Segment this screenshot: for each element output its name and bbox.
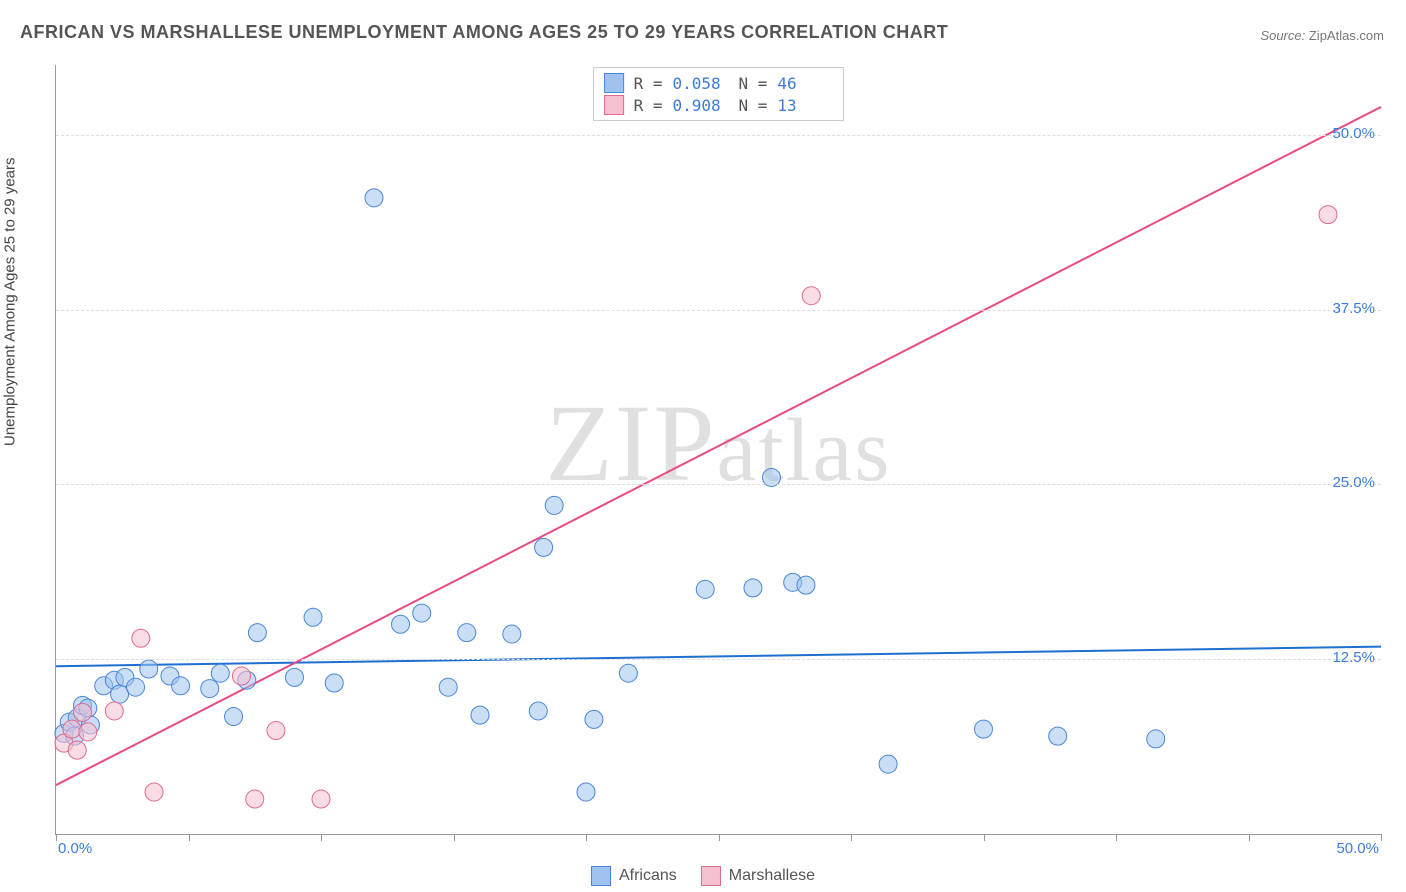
gridline bbox=[56, 310, 1381, 311]
x-tick bbox=[586, 834, 587, 841]
x-tick-label: 50.0% bbox=[1336, 840, 1379, 857]
data-point bbox=[744, 579, 762, 597]
source-label: Source: bbox=[1260, 28, 1305, 43]
data-point bbox=[439, 678, 457, 696]
data-point bbox=[585, 710, 603, 728]
data-point bbox=[132, 629, 150, 647]
data-point bbox=[111, 685, 129, 703]
data-point bbox=[545, 496, 563, 514]
data-point bbox=[458, 624, 476, 642]
data-point bbox=[529, 702, 547, 720]
data-point bbox=[802, 287, 820, 305]
legend-swatch bbox=[591, 866, 611, 886]
data-point bbox=[797, 576, 815, 594]
gridline bbox=[56, 659, 1381, 660]
gridline bbox=[56, 484, 1381, 485]
data-point bbox=[68, 741, 86, 759]
data-point bbox=[172, 677, 190, 695]
y-tick-label: 37.5% bbox=[1332, 300, 1375, 317]
gridline bbox=[56, 135, 1381, 136]
series-legend: Africans Marshallese bbox=[591, 866, 815, 886]
data-point bbox=[63, 720, 81, 738]
scatter-svg bbox=[56, 65, 1381, 834]
data-point bbox=[577, 783, 595, 801]
x-tick bbox=[851, 834, 852, 841]
data-point bbox=[471, 706, 489, 724]
plot-area: ZIPatlas R = 0.058 N = 46 R = 0.908 N = … bbox=[55, 65, 1381, 835]
legend-swatch bbox=[701, 866, 721, 886]
data-point bbox=[696, 580, 714, 598]
trend-line bbox=[56, 647, 1381, 667]
data-point bbox=[325, 674, 343, 692]
data-point bbox=[304, 608, 322, 626]
x-tick-label: 0.0% bbox=[58, 840, 92, 857]
y-axis-label: Unemployment Among Ages 25 to 29 years bbox=[2, 157, 19, 446]
x-tick bbox=[321, 834, 322, 841]
data-point bbox=[225, 708, 243, 726]
data-point bbox=[79, 723, 97, 741]
legend-item: Africans bbox=[591, 866, 677, 886]
x-tick bbox=[189, 834, 190, 841]
legend-label: Marshallese bbox=[729, 867, 815, 885]
data-point bbox=[246, 790, 264, 808]
data-point bbox=[1319, 206, 1337, 224]
data-point bbox=[503, 625, 521, 643]
chart-container: AFRICAN VS MARSHALLESE UNEMPLOYMENT AMON… bbox=[0, 0, 1406, 892]
data-point bbox=[145, 783, 163, 801]
data-point bbox=[105, 702, 123, 720]
data-point bbox=[201, 680, 219, 698]
data-point bbox=[1049, 727, 1067, 745]
x-tick bbox=[719, 834, 720, 841]
y-tick-label: 25.0% bbox=[1332, 474, 1375, 491]
data-point bbox=[1147, 730, 1165, 748]
data-point bbox=[127, 678, 145, 696]
data-point bbox=[365, 189, 383, 207]
x-tick bbox=[1249, 834, 1250, 841]
data-point bbox=[140, 660, 158, 678]
source-value: ZipAtlas.com bbox=[1309, 28, 1384, 43]
data-point bbox=[74, 703, 92, 721]
data-point bbox=[248, 624, 266, 642]
data-point bbox=[879, 755, 897, 773]
data-point bbox=[392, 615, 410, 633]
legend-label: Africans bbox=[619, 867, 677, 885]
data-point bbox=[312, 790, 330, 808]
data-point bbox=[975, 720, 993, 738]
source-attribution: Source: ZipAtlas.com bbox=[1260, 28, 1384, 43]
y-tick-label: 12.5% bbox=[1332, 649, 1375, 666]
data-point bbox=[619, 664, 637, 682]
data-point bbox=[233, 667, 251, 685]
x-tick bbox=[1381, 834, 1382, 841]
x-tick bbox=[1116, 834, 1117, 841]
chart-title: AFRICAN VS MARSHALLESE UNEMPLOYMENT AMON… bbox=[20, 22, 948, 43]
y-tick-label: 50.0% bbox=[1332, 125, 1375, 142]
x-tick bbox=[56, 834, 57, 841]
x-tick bbox=[984, 834, 985, 841]
data-point bbox=[286, 668, 304, 686]
data-point bbox=[413, 604, 431, 622]
x-tick bbox=[454, 834, 455, 841]
data-point bbox=[267, 722, 285, 740]
data-point bbox=[211, 664, 229, 682]
data-point bbox=[535, 538, 553, 556]
legend-item: Marshallese bbox=[701, 866, 815, 886]
